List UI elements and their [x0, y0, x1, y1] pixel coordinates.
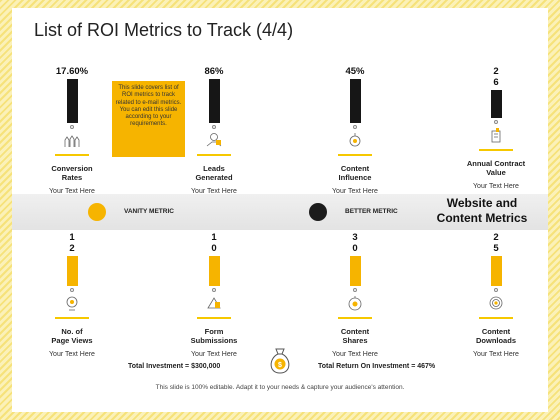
metric-name: Content Shares [340, 327, 370, 345]
contract-icon [491, 128, 501, 143]
influence-icon [349, 133, 361, 147]
metric-bar [349, 256, 361, 286]
info-note: This slide covers list of ROI metrics to… [112, 81, 185, 157]
metric-conversion-rates: 17.60% Conversion Rates Your Text Here [12, 66, 132, 195]
icon-base [479, 149, 513, 151]
bar-dot [212, 125, 216, 129]
icon-base [338, 317, 372, 319]
better-metric-dot [309, 203, 327, 221]
icon-base [55, 154, 89, 156]
metric-name: Content Influence [338, 164, 372, 182]
metric-value: 17.60% [55, 66, 89, 77]
page-views-icon [66, 296, 78, 311]
metric-name: Form Submissions [190, 327, 238, 345]
metric-subtext: Your Text Here [191, 188, 237, 195]
metric-content-shares: 3 0 Content Shares Your Text Here [295, 232, 415, 358]
metric-bar [208, 79, 220, 123]
total-return: Total Return On Investment = 467% [318, 363, 436, 370]
metric-bar [208, 256, 220, 286]
total-investment: Total Investment = $300,000 [128, 363, 221, 370]
svg-text:$: $ [278, 362, 282, 369]
metric-content-influence: 45% Content Influence Your Text Here [295, 66, 415, 195]
bar-dot [70, 288, 74, 292]
metric-name: Conversion Rates [51, 164, 93, 182]
metric-form-submissions: 1 0 Form Submissions Your Text Here [154, 232, 274, 358]
metric-value: 1 0 [211, 232, 217, 254]
metric-name: Leads Generated [195, 164, 233, 182]
metric-value: 1 2 [69, 232, 75, 254]
vanity-metric-dot [88, 203, 106, 221]
metric-name: No. of Page Views [51, 327, 93, 345]
metric-name: Annual Contract Value [466, 159, 526, 177]
page-title: List of ROI Metrics to Track (4/4) [34, 20, 294, 40]
bar-dot [353, 288, 357, 292]
metric-bar [349, 79, 361, 123]
better-metric-label: BETTER METRIC [345, 208, 398, 215]
metric-bar [66, 79, 78, 123]
icon-base [338, 154, 372, 156]
metric-content-downloads: 2 5 Content Downloads Your Text Here [436, 232, 556, 358]
icon-base [197, 317, 231, 319]
icon-base [55, 317, 89, 319]
section-title: Website and Content Metrics [436, 196, 528, 225]
bar-dot [494, 288, 498, 292]
metric-subtext: Your Text Here [473, 183, 519, 190]
bar-dot [353, 125, 357, 129]
form-icon [207, 297, 221, 309]
metric-value: 2 6 [493, 66, 499, 88]
share-icon [348, 296, 362, 311]
footer-text: This slide is 100% editable. Adapt it to… [155, 384, 405, 391]
bar-dot [70, 125, 74, 129]
metric-bar [490, 256, 502, 286]
metric-annual-contract-value: 2 6 Annual Contract Value Your Text Here [436, 66, 556, 190]
money-bag-icon: $ [270, 348, 290, 374]
hands-icon [64, 135, 80, 147]
metric-subtext: Your Text Here [332, 351, 378, 358]
legend-band: VANITY METRIC BETTER METRIC Website and … [12, 194, 548, 230]
metric-page-views: 1 2 No. of Page Views Your Text Here [12, 232, 132, 358]
bar-dot [494, 120, 498, 124]
handshake-icon [206, 133, 222, 147]
metric-subtext: Your Text Here [49, 188, 95, 195]
slide: List of ROI Metrics to Track (4/4) 17.60… [12, 8, 548, 412]
download-icon [489, 296, 503, 310]
metric-leads-generated: 86% Leads Generated Your Text Here [154, 66, 274, 195]
metric-bar [66, 256, 78, 286]
metric-subtext: Your Text Here [332, 188, 378, 195]
metric-bar [490, 90, 502, 118]
metric-name: Content Downloads [475, 327, 516, 345]
icon-base [197, 154, 231, 156]
metric-value: 86% [204, 66, 224, 77]
metric-subtext: Your Text Here [191, 351, 237, 358]
metric-subtext: Your Text Here [49, 351, 95, 358]
metric-subtext: Your Text Here [473, 351, 519, 358]
metric-value: 2 5 [493, 232, 499, 254]
vanity-metric-label: VANITY METRIC [124, 208, 174, 215]
icon-base [479, 317, 513, 319]
metric-value: 45% [345, 66, 365, 77]
bar-dot [212, 288, 216, 292]
metric-value: 3 0 [352, 232, 358, 254]
